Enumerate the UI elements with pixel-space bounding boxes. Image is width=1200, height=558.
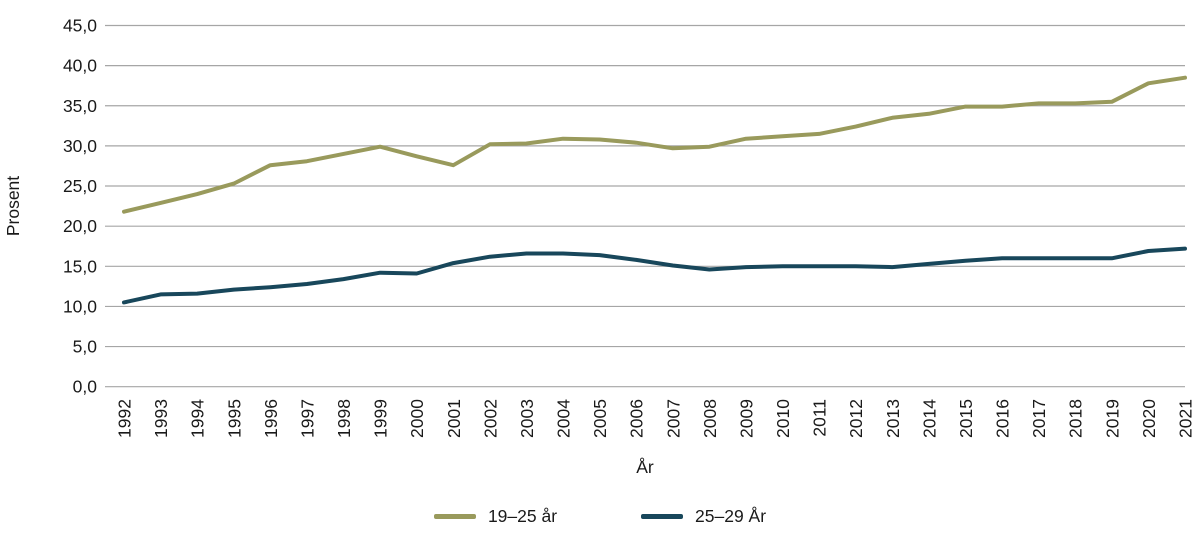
chart-canvas: 45,0 40,0 35,0 30,0 25,0 20,0 15,0 10,0 5,0 0,0 Pr… [3,16,1196,478]
y-tick-label: 25,0 [63,176,97,196]
x-tick-label: 2008 [700,399,720,438]
x-tick-label: 2010 [773,399,793,438]
y-tick-label: 45,0 [63,16,97,36]
x-tick-label: 1992 [115,399,135,438]
y-tick-label: 15,0 [63,256,97,276]
legend-label-25-29: 25–29 År [695,506,767,526]
x-tick-label: 1994 [188,399,208,438]
y-tick-label: 40,0 [63,56,97,76]
x-tick-label: 2002 [480,399,500,438]
x-tick-label: 1999 [371,399,391,438]
x-tick-label: 2017 [1029,399,1049,438]
x-tick-label: 2021 [1176,399,1196,438]
series-line-25-29 [122,246,1187,305]
x-tick-label: 2011 [810,399,830,437]
series-line-19-25 [122,75,1187,214]
x-tick-label: 1997 [297,399,317,438]
x-tick-label: 2016 [993,399,1013,438]
x-tick-label: 2006 [627,399,647,438]
chart-legend: 19–25 år 25–29 År [0,506,1200,527]
x-tick-label: 1993 [151,399,171,438]
legend-label-19-25: 19–25 år [487,506,558,526]
y-tick-label: 35,0 [63,96,97,116]
x-tick-label: 2015 [956,399,976,438]
x-tick-label: 2013 [883,399,903,438]
x-tick-label: 1995 [224,399,244,438]
legend-swatch-19-25 [433,514,476,519]
legend-item-25-29: 25–29 År [641,506,766,527]
x-tick-label: 1998 [334,399,354,438]
x-tick-label: 2003 [517,399,537,438]
y-tick-label: 10,0 [63,296,97,316]
x-tick-label: 2005 [590,399,610,438]
y-tick-label: 20,0 [63,216,97,236]
x-tick-label: 2012 [846,399,866,438]
x-tick-label: 2007 [663,399,683,438]
legend-item-19-25: 19–25 år [433,506,558,527]
y-axis-title: Prosent [3,176,23,236]
x-tick-label: 2004 [554,399,574,438]
x-tick-label: 2001 [444,399,464,438]
x-axis-title: År [636,457,654,477]
x-tick-label: 2018 [1066,399,1086,438]
y-tick-label: 30,0 [63,136,97,156]
x-tick-label: 1996 [261,399,281,438]
legend-swatch-25-29 [641,514,684,519]
x-tick-label: 2019 [1102,399,1122,438]
x-tick-label: 2000 [407,399,427,438]
x-tick-label: 2009 [736,399,756,438]
x-tick-label: 2014 [919,399,939,438]
x-tick-label: 2020 [1139,399,1159,438]
y-tick-label: 0,0 [73,377,98,397]
y-tick-label: 5,0 [73,337,98,357]
